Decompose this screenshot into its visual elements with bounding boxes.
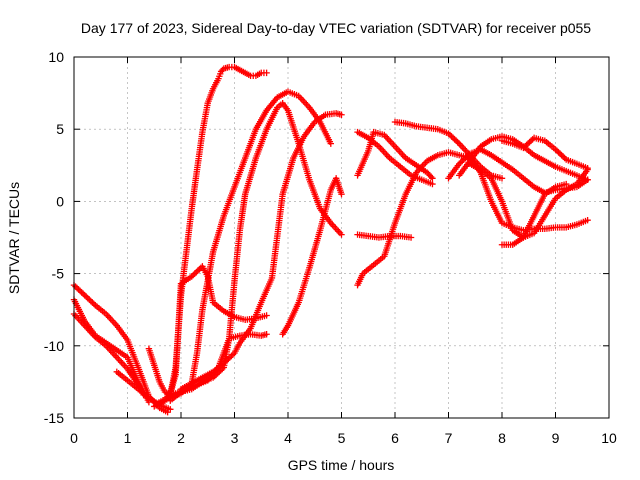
data-series-18 [456, 133, 591, 183]
y-tick-label: 0 [56, 193, 64, 209]
data-point [263, 312, 270, 319]
data-series-1 [70, 281, 171, 416]
data-series-11 [279, 175, 345, 338]
y-tick-label: 5 [56, 121, 64, 137]
x-axis-label: GPS time / hours [288, 457, 395, 473]
y-axis-label: SDTVAR / TECUs [6, 182, 22, 294]
x-tick-label: 5 [338, 430, 346, 446]
data-point [584, 176, 591, 183]
data-point [338, 190, 345, 198]
plot-frame [73, 56, 610, 419]
data-points [70, 63, 591, 416]
y-tick-label: -10 [44, 338, 64, 354]
data-point [338, 111, 345, 118]
data-series-9 [167, 88, 334, 401]
data-point [427, 173, 435, 181]
y-tick-label: 10 [48, 49, 64, 65]
x-tick-label: 4 [284, 430, 292, 446]
data-series-6 [153, 263, 270, 407]
x-tick-label: 6 [391, 430, 399, 446]
data-point [563, 180, 570, 188]
data-series-19 [466, 160, 591, 241]
axis-ticks: 0 1 2 3 4 5 6 7 8 9 10 -15 -10 -5 0 5 10 [44, 49, 617, 446]
data-point [167, 406, 174, 413]
data-series-8 [167, 100, 345, 404]
data-series-12 [354, 149, 591, 289]
data-series-20 [498, 134, 591, 172]
x-tick-label: 7 [445, 430, 453, 446]
data-point [429, 180, 436, 188]
x-tick-label: 9 [552, 430, 560, 446]
x-tick-label: 0 [70, 430, 78, 446]
data-series-21 [498, 180, 570, 248]
x-tick-label: 3 [231, 430, 239, 446]
data-point [263, 331, 270, 338]
x-tick-label: 2 [177, 430, 185, 446]
data-series-5 [145, 63, 270, 399]
data-series-10 [177, 110, 345, 393]
x-tick-label: 1 [124, 430, 132, 446]
x-tick-label: 8 [498, 430, 506, 446]
data-series-15 [354, 128, 436, 188]
y-tick-label: -5 [52, 266, 65, 282]
data-point [584, 216, 591, 224]
y-tick-label: -15 [44, 410, 64, 426]
data-point [407, 234, 415, 241]
data-point [429, 175, 436, 182]
data-series-13 [354, 231, 415, 241]
data-point [338, 231, 345, 238]
data-point [327, 140, 334, 147]
data-point [584, 164, 591, 172]
chart-title: Day 177 of 2023, Sidereal Day-to-day VTE… [81, 20, 591, 36]
data-point [263, 69, 270, 77]
x-tick-label: 10 [601, 430, 617, 446]
data-point [498, 175, 506, 182]
